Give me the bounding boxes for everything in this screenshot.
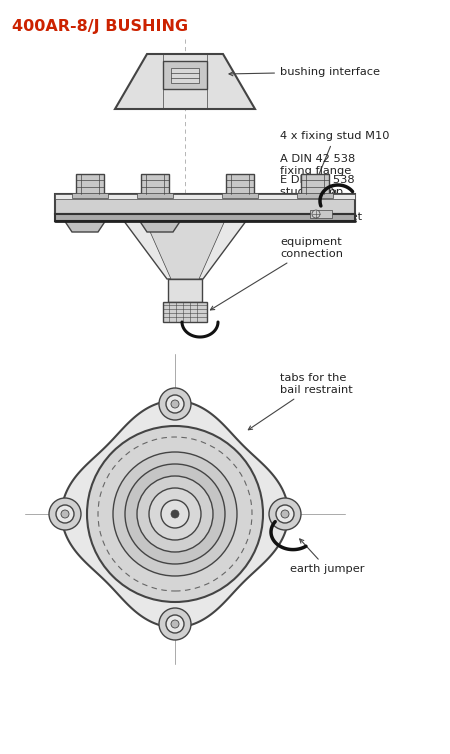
Polygon shape [135,214,185,232]
Circle shape [171,400,179,408]
Text: E DIN 42 538
stud clamp: E DIN 42 538 stud clamp [280,175,355,214]
Text: 400AR-8/J BUSHING: 400AR-8/J BUSHING [12,19,188,34]
Circle shape [269,498,301,530]
Text: tabs for the
bail restraint: tabs for the bail restraint [248,373,353,430]
Circle shape [161,500,189,528]
Bar [141,174,169,194]
Circle shape [149,488,201,540]
Circle shape [87,426,263,602]
Text: earth jumper: earth jumper [290,539,364,574]
Bar [310,210,332,218]
Bar [297,193,333,198]
Circle shape [125,464,225,564]
Text: sealing gasket: sealing gasket [244,212,362,222]
Bar [137,193,173,198]
Polygon shape [115,209,255,279]
Circle shape [56,505,74,523]
Circle shape [281,510,289,518]
Circle shape [159,388,191,420]
Circle shape [159,608,191,640]
Text: bushing interface: bushing interface [229,67,380,77]
Circle shape [61,510,69,518]
Bar [76,174,104,194]
Bar [55,214,355,221]
Circle shape [312,210,320,218]
Text: A DIN 42 538
fixing flange: A DIN 42 538 fixing flange [280,155,355,195]
Circle shape [276,505,294,523]
Polygon shape [62,400,288,627]
Bar [168,279,202,302]
Bar [72,193,108,198]
Circle shape [166,395,184,413]
Polygon shape [140,209,230,279]
Text: equipment
connection: equipment connection [211,238,343,310]
Text: 4 x fixing stud M10: 4 x fixing stud M10 [280,131,390,180]
Circle shape [171,510,179,518]
Bar [55,194,355,199]
Bar [226,174,254,194]
Circle shape [113,452,237,576]
Bar [171,68,199,83]
Bar [222,193,258,198]
Bar [301,174,329,194]
Bar [55,194,355,214]
Polygon shape [115,54,255,109]
Polygon shape [60,214,110,232]
Circle shape [166,615,184,633]
Bar [163,302,207,322]
Circle shape [137,476,213,552]
Circle shape [171,620,179,628]
Text: equipment: equipment [280,197,342,218]
Bar [163,61,207,89]
Circle shape [49,498,81,530]
